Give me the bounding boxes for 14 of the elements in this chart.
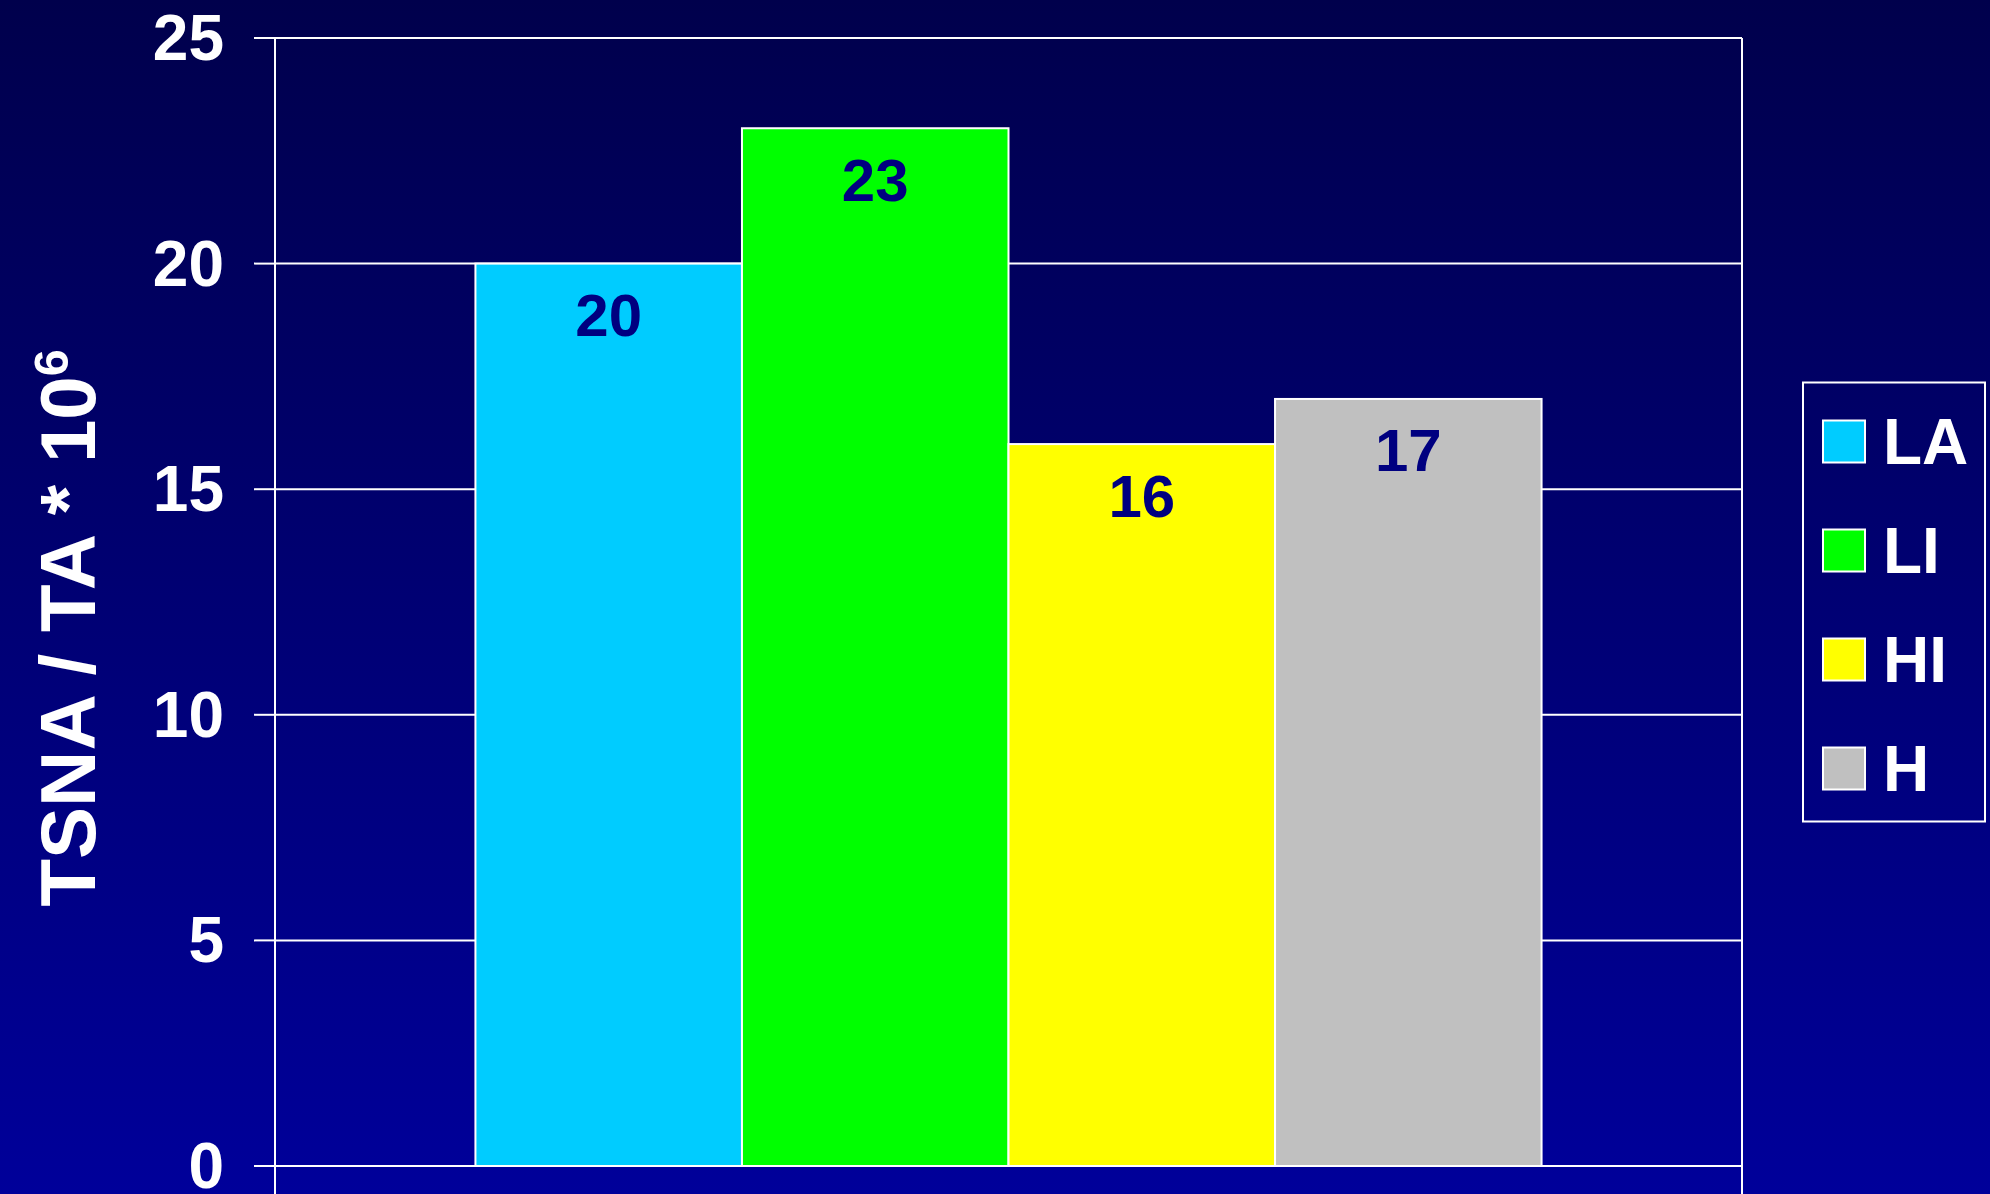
legend-label: HI: [1883, 623, 1947, 696]
y-tick-label: 5: [188, 904, 224, 977]
data-label: 23: [841, 146, 909, 214]
data-label: 16: [1108, 462, 1176, 530]
legend-label: LI: [1883, 514, 1940, 587]
y-tick-label: 15: [152, 453, 224, 526]
legend-label: LA: [1883, 405, 1969, 478]
y-tick-label: 20: [152, 227, 224, 300]
y-tick-label: 10: [152, 678, 224, 751]
data-label: 20: [575, 282, 643, 350]
data-label: 17: [1374, 417, 1442, 485]
legend-label: H: [1883, 732, 1930, 805]
y-tick-label: 25: [152, 2, 224, 74]
y-tick-label: 0: [188, 1130, 224, 1194]
